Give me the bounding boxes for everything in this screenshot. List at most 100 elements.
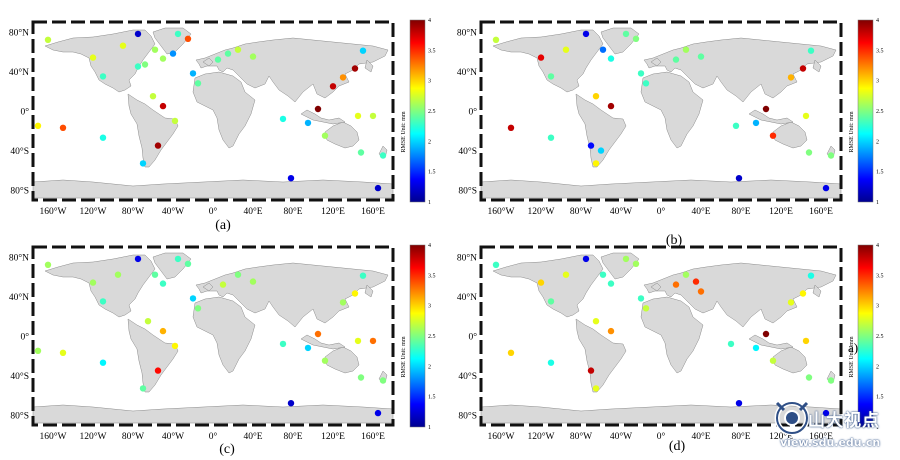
station-point: [351, 290, 359, 297]
station-point: [827, 152, 835, 159]
station-point: [224, 50, 232, 57]
station-point: [799, 65, 807, 72]
station-point: [249, 278, 257, 285]
colorbar-tick-label: 1.5: [876, 170, 884, 176]
x-tick-label: 160°E: [809, 206, 833, 217]
y-axis-ticks: 80°N 40°N 0° 40°S 80°S: [457, 252, 477, 421]
station-points: [34, 30, 387, 192]
x-tick-label: 80°W: [570, 206, 592, 217]
station-point: [732, 122, 740, 129]
station-point: [339, 299, 347, 306]
station-point: [374, 184, 382, 192]
x-tick-label: 40°W: [610, 206, 632, 217]
station-point: [174, 30, 182, 38]
x-axis-ticks: 160°W 120°W 80°W 40°W 0° 40°E 80°E 120°E 160°E: [487, 431, 833, 442]
station-point: [607, 102, 615, 110]
station-point: [637, 70, 645, 77]
station-point: [249, 53, 257, 60]
x-tick-label: 160°W: [39, 206, 66, 217]
station-points: [492, 255, 835, 417]
station-point: [329, 83, 337, 90]
station-point: [184, 35, 192, 42]
station-point: [351, 65, 359, 72]
map-border: [31, 245, 395, 427]
station-point: [89, 54, 97, 61]
x-tick-label: 40°W: [162, 206, 184, 217]
y-axis-ticks: 80°N 40°N 0° 40°S 80°S: [457, 27, 477, 196]
station-point: [787, 299, 795, 306]
station-point: [379, 377, 387, 384]
map-border: [479, 245, 843, 427]
panel-label: (b): [666, 233, 683, 248]
panel-label: (c): [219, 442, 235, 457]
y-tick-label: 80°N: [457, 252, 477, 263]
x-tick-label: 80°E: [731, 431, 750, 442]
station-point: [697, 53, 705, 60]
x-tick-label: 0°: [657, 431, 666, 442]
x-tick-label: 160°E: [809, 431, 833, 442]
y-tick-label: 40°S: [10, 371, 29, 382]
station-point: [682, 271, 690, 278]
colorbar-ticks: 1 1.5 2 2.5 3 3.5 4: [876, 18, 884, 206]
map-border: [479, 20, 843, 202]
station-point: [44, 36, 52, 43]
station-point: [219, 281, 227, 288]
station-point: [174, 255, 182, 263]
y-tick-label: 80°S: [10, 411, 29, 422]
station-point: [134, 255, 142, 263]
x-tick-label: 160°W: [487, 431, 514, 442]
station-point: [151, 271, 159, 278]
x-tick-label: 40°E: [243, 431, 262, 442]
station-point: [99, 359, 107, 366]
station-point: [622, 30, 630, 38]
x-axis-ticks: 160°W 120°W 80°W 40°W 0° 40°E 80°E 120°E 160°E: [39, 431, 385, 442]
station-point: [597, 147, 605, 154]
x-tick-label: 160°E: [361, 206, 385, 217]
panel-label: (a): [215, 218, 231, 233]
station-point: [379, 152, 387, 159]
station-point: [805, 374, 813, 381]
colorbar-tick-label: 3.5: [428, 48, 436, 54]
station-point: [492, 36, 500, 43]
station-point: [492, 261, 500, 268]
colorbar-tick-label: 4: [876, 18, 879, 24]
station-point: [119, 42, 127, 49]
panel-d: 160°W 120°W 80°W 40°W 0° 40°E 80°E 120°E 160°E 8…: [457, 245, 843, 454]
station-point: [359, 47, 367, 54]
station-point: [762, 330, 770, 338]
y-tick-label: 40°S: [458, 371, 477, 382]
station-point: [822, 184, 830, 192]
colorbar-tick-label: 3: [428, 79, 431, 85]
x-tick-label: 80°W: [122, 206, 144, 217]
colorbar-tick-label: 2.5: [876, 334, 884, 340]
station-point: [114, 271, 122, 278]
x-tick-label: 40°E: [243, 206, 262, 217]
station-points: [34, 255, 387, 417]
station-point: [184, 260, 192, 267]
station-point: [59, 349, 67, 356]
y-tick-label: 80°N: [9, 252, 29, 263]
colorbar-tick-label: 2: [428, 364, 431, 370]
station-point: [99, 73, 107, 80]
station-point: [34, 122, 42, 129]
colorbar-tick-label: 3: [876, 304, 879, 310]
station-point: [357, 149, 365, 156]
colorbar-tick-label: 2.5: [428, 334, 436, 340]
x-tick-label: 160°E: [361, 431, 385, 442]
station-point: [339, 74, 347, 81]
y-axis-ticks: 80°N 40°N 0° 40°S 80°S: [9, 252, 29, 421]
station-point: [562, 271, 570, 278]
station-point: [692, 278, 700, 285]
station-point: [234, 46, 242, 53]
colorbar-tick-label: 2: [428, 139, 431, 145]
station-point: [769, 357, 777, 364]
station-point: [805, 149, 813, 156]
station-point: [171, 117, 179, 125]
colorbar-tick-label: 3: [428, 304, 431, 310]
colorbar-label: RMSE Unit: mm: [849, 111, 855, 152]
colorbar-tick-label: 2: [876, 139, 879, 145]
y-tick-label: 40°N: [457, 67, 477, 78]
colorbar-tick-label: 2.5: [876, 109, 884, 115]
colorbar-tick-label: 3.5: [876, 273, 884, 279]
station-point: [369, 112, 377, 120]
